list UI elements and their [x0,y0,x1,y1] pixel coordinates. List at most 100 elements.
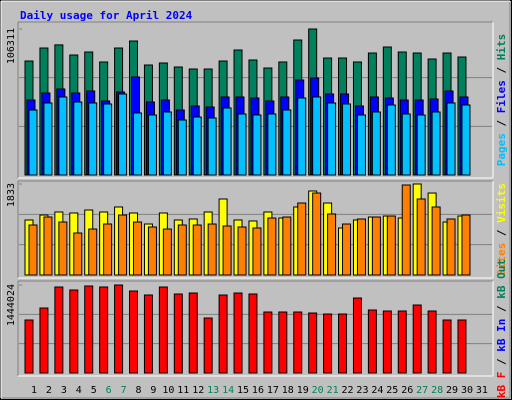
bar [177,119,187,176]
bar [73,232,83,276]
bar [103,223,113,276]
x-tick-label: 5 [91,385,97,396]
x-tick-label: 10 [162,385,174,396]
bar [338,313,348,374]
bar [342,223,352,276]
bar [237,113,247,176]
bar [416,198,426,276]
bar [54,286,64,374]
bar [431,206,441,276]
bar [133,221,143,276]
legend-item: Files [495,80,508,113]
bar [446,102,456,176]
x-tick-label: 25 [386,385,398,396]
bar [114,284,124,374]
bar [416,114,426,176]
bar [84,285,94,374]
y-tick-label: 1444024 [6,284,17,326]
bar [278,311,288,374]
bar [43,216,53,276]
legend: Pages / Files / Hits [495,34,508,167]
bar [356,218,366,276]
x-tick-label: 20 [312,385,324,396]
bar [188,292,198,374]
x-tick-label: 8 [135,385,141,396]
bar [312,192,322,276]
x-tick-label: 16 [252,385,264,396]
bar [69,289,79,374]
bar [147,226,157,276]
bar [248,293,258,374]
bar [382,310,392,374]
bar [237,226,247,276]
bar [192,116,202,176]
bar [367,309,377,374]
bar [327,213,337,276]
x-tick-label: 1 [31,385,37,396]
legend-separator: / [495,352,508,372]
x-tick-label: 11 [177,385,189,396]
x-tick-label: 13 [207,385,219,396]
bar [293,311,303,374]
bar [118,93,128,176]
bar [162,111,172,176]
bar [143,294,153,374]
bar [371,216,381,276]
x-tick-label: 3 [61,385,67,396]
bar [461,214,471,276]
bar [88,102,98,176]
bar [203,317,213,374]
bar [446,218,456,276]
bar [233,292,243,374]
x-tick-label: 28 [431,385,443,396]
bar [323,313,333,374]
legend-separator: / [495,223,508,243]
bar [129,290,139,374]
bar [352,297,362,374]
x-tick-label: 6 [106,385,112,396]
bar [158,286,168,374]
y-tick-label: 1833 [6,183,17,207]
bar [24,319,34,374]
bar [173,293,183,374]
bar [356,114,366,176]
x-tick-label: 21 [327,385,339,396]
x-tick-label: 18 [282,385,294,396]
bar [386,104,396,176]
x-tick-label: 26 [401,385,413,396]
x-tick-label: 7 [121,385,127,396]
bar [147,114,157,176]
bar [252,114,262,176]
legend-separator: / [495,299,508,319]
bar [28,224,38,276]
bar [401,184,411,276]
x-tick-label: 30 [461,385,473,396]
bar [118,214,128,276]
bar [222,107,232,176]
bar [297,97,307,176]
bar [28,109,38,176]
bar [312,96,322,176]
bar [297,202,307,276]
legend-item: Sites [495,243,508,276]
bar [457,319,467,374]
bar [162,228,172,276]
x-tick-label: 17 [267,385,279,396]
bar [103,103,113,176]
bar [218,294,228,374]
x-tick-label: 23 [356,385,368,396]
bar [177,224,187,276]
bar [401,113,411,176]
bar [252,227,262,276]
legend-separator: / [495,60,508,80]
bar [371,111,381,176]
x-tick-label: 27 [416,385,428,396]
bar [386,215,396,276]
y-tick-label: 106311 [6,28,17,64]
bar [427,310,437,374]
x-tick-label: 4 [76,385,82,396]
x-tick-label: 2 [46,385,52,396]
bar [99,286,109,374]
bar [192,224,202,276]
